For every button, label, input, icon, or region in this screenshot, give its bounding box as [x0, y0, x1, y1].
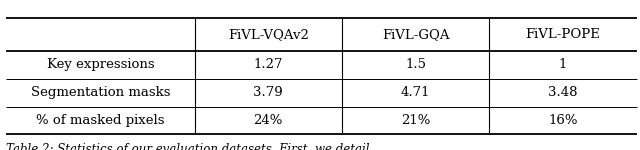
Text: 3.48: 3.48	[548, 86, 578, 99]
Text: % of masked pixels: % of masked pixels	[36, 114, 164, 127]
Text: 1.27: 1.27	[253, 58, 283, 71]
Text: Segmentation masks: Segmentation masks	[31, 86, 170, 99]
Text: Table 2: Statistics of our evaluation datasets. First, we detail: Table 2: Statistics of our evaluation da…	[6, 143, 370, 150]
Text: 1.5: 1.5	[405, 58, 426, 71]
Text: 16%: 16%	[548, 114, 578, 127]
Text: 4.71: 4.71	[401, 86, 431, 99]
Text: FiVL-GQA: FiVL-GQA	[382, 28, 449, 41]
Text: 24%: 24%	[253, 114, 283, 127]
Text: FiVL-POPE: FiVL-POPE	[525, 28, 600, 41]
Text: 21%: 21%	[401, 114, 430, 127]
Text: Key expressions: Key expressions	[47, 58, 154, 71]
Text: 3.79: 3.79	[253, 86, 283, 99]
Text: 1: 1	[559, 58, 567, 71]
Text: FiVL-VQAv2: FiVL-VQAv2	[228, 28, 308, 41]
